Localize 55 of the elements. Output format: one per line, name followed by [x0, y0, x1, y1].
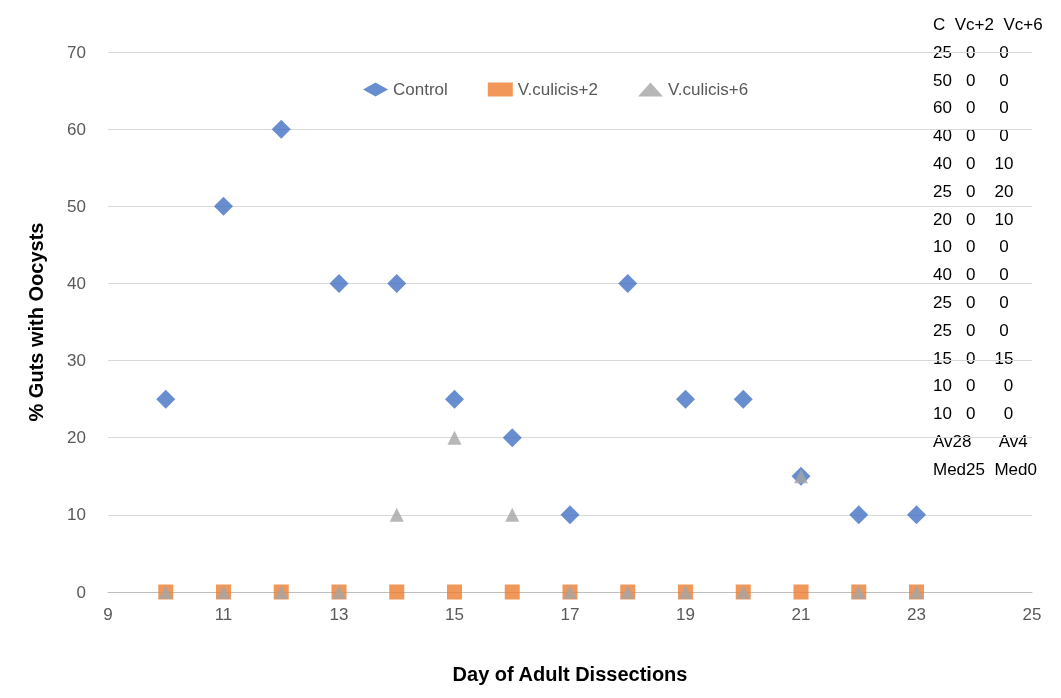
point: [447, 430, 462, 445]
y-axis-title: % Guts with Oocysts: [25, 222, 47, 422]
y-tick-label: 70: [67, 42, 86, 62]
point: [387, 273, 407, 293]
y-tick-label: 60: [67, 119, 86, 139]
point: [271, 119, 291, 139]
point: [389, 584, 405, 600]
annotation: 25 0 0: [933, 320, 1009, 340]
y-tick-label: 0: [76, 582, 86, 602]
point: [502, 428, 522, 448]
x-tick-label: 21: [791, 605, 811, 624]
annotation: 40 0 0: [933, 265, 1009, 285]
point: [329, 273, 349, 293]
point: [156, 389, 176, 409]
x-tick-label: 17: [560, 605, 580, 624]
y-tick-label: 30: [67, 351, 86, 371]
point: [849, 505, 869, 525]
point: [505, 507, 520, 522]
point: [447, 584, 462, 600]
point: [389, 507, 404, 522]
point: [214, 196, 233, 216]
y-tick-label: 10: [67, 505, 86, 525]
annotation: 25 0 0: [933, 293, 1009, 312]
annotation: 60 0 0: [933, 98, 1009, 118]
text: C Vc+2 Vc+6: [933, 15, 1043, 34]
x-tick-label: 13: [329, 605, 349, 624]
x-tick-label: 9: [103, 605, 113, 624]
point: [793, 584, 809, 600]
legend-label: Control: [393, 80, 448, 99]
point: [907, 505, 926, 525]
legend-label: V.culicis+2: [517, 80, 598, 99]
y-tick-label: 50: [67, 196, 86, 216]
annotation: 50 0 0: [933, 70, 1009, 90]
annotation: Med25 Med0: [933, 459, 1037, 479]
annotation: 20 0 10: [933, 209, 1014, 229]
point: [445, 389, 464, 409]
point: [733, 389, 753, 409]
annotation: 10 0 0: [933, 404, 1014, 424]
annotation: 25 0 20: [933, 181, 1014, 201]
x-axis-title: Day of Adult Dissections: [452, 663, 688, 685]
x-tick-label: 15: [445, 605, 464, 624]
point: [676, 389, 695, 409]
y-tick-label: 20: [67, 428, 86, 448]
x-tick-label: 19: [676, 605, 695, 624]
annotation: 10 0 0: [933, 237, 1009, 257]
legend-label: V.culicis+6: [667, 80, 749, 99]
x-tick-label: 23: [907, 605, 926, 624]
point: [618, 273, 638, 293]
x-tick-label: 11: [214, 605, 233, 624]
point: [504, 584, 520, 600]
annotation: 10 0 0: [933, 376, 1014, 396]
x-tick-label: 25: [1022, 605, 1042, 624]
annotation: 40 0 10: [933, 154, 1014, 173]
y-tick-label: 40: [67, 273, 86, 293]
point: [560, 505, 580, 525]
